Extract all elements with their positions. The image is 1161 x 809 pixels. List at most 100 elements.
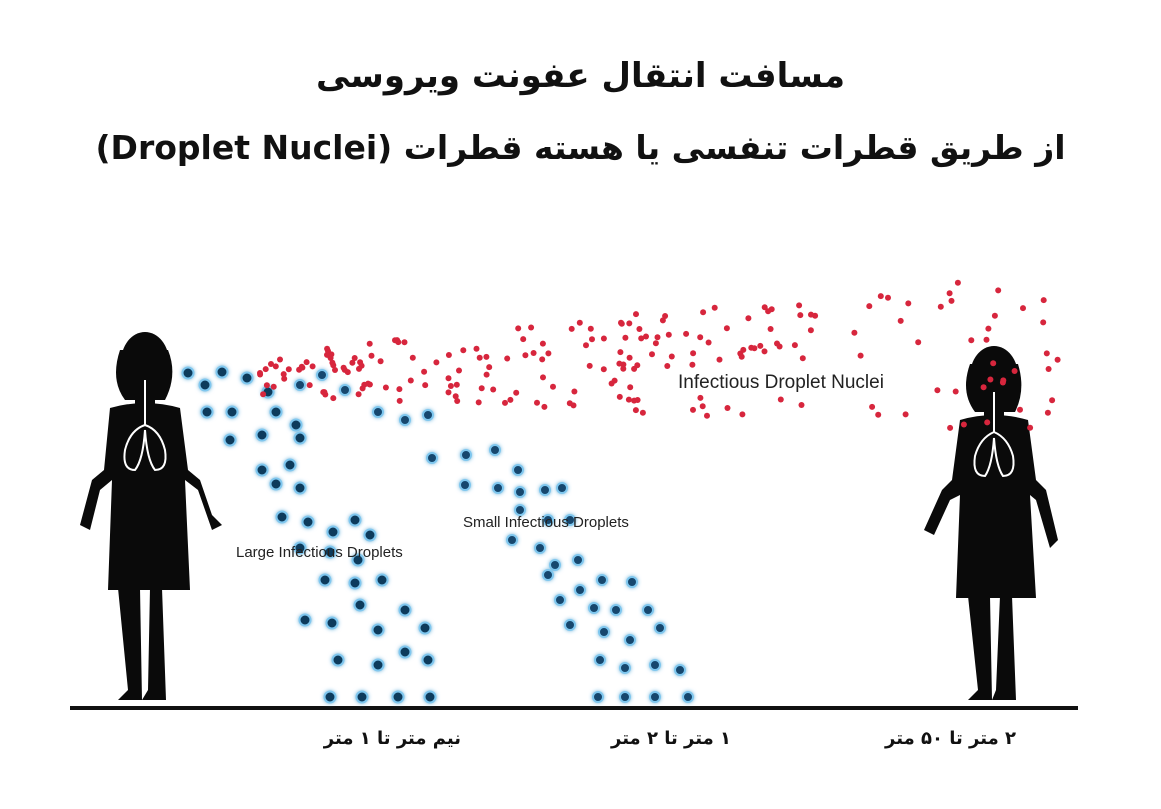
nucleus-dot	[699, 403, 706, 410]
nucleus-dot	[618, 320, 625, 327]
nucleus-dot	[328, 351, 335, 358]
nucleus-dot	[507, 396, 514, 403]
nucleus-dot	[649, 351, 655, 358]
nucleus-dot	[285, 366, 292, 373]
nucleus-dot	[659, 317, 666, 324]
small-droplet	[594, 654, 606, 666]
nucleus-dot	[409, 354, 416, 361]
large-droplet	[323, 690, 337, 704]
small-droplet	[372, 406, 384, 418]
nucleus-dot	[812, 312, 819, 319]
nucleus-dot	[724, 405, 731, 411]
small-droplet	[564, 514, 576, 526]
small-droplet	[619, 662, 631, 674]
nucleus-dot	[643, 333, 649, 340]
nucleus-dot	[475, 399, 482, 406]
nucleus-dot	[365, 380, 372, 387]
small-droplet	[514, 504, 526, 516]
nucleus-dot	[632, 407, 639, 414]
large-droplet	[323, 545, 337, 559]
large-droplet	[289, 418, 303, 432]
nucleus-dot	[937, 303, 944, 310]
large-droplet	[240, 371, 254, 385]
large-droplet	[293, 481, 307, 495]
nucleus-dot	[349, 359, 356, 366]
small-droplet	[506, 534, 518, 546]
nucleus-dot	[616, 393, 623, 400]
nucleus-dot	[990, 360, 997, 367]
nucleus-dot	[600, 366, 607, 373]
small-droplet	[512, 464, 524, 476]
nucleus-dot	[309, 363, 316, 370]
nucleus-dot	[634, 397, 641, 403]
large-droplet	[269, 477, 283, 491]
nucleus-dot	[478, 385, 485, 392]
nucleus-dot	[877, 293, 884, 300]
nucleus-dot	[486, 364, 493, 371]
nucleus-dot	[987, 376, 994, 383]
nucleus-dot	[268, 361, 274, 367]
large-droplets-cluster	[181, 365, 437, 704]
nucleus-dot	[447, 383, 454, 389]
nucleus-dot	[946, 290, 953, 297]
nucleus-dot	[999, 379, 1006, 386]
small-droplet	[492, 482, 504, 494]
small-droplet	[588, 602, 600, 614]
droplet-nuclei-cloud	[257, 279, 1061, 431]
distance-near: نیم متر تا ۱ متر	[323, 728, 461, 749]
nucleus-dot	[539, 340, 546, 347]
source-respiratory-icon	[123, 380, 167, 472]
nucleus-dot	[476, 354, 483, 361]
large-droplet	[418, 621, 432, 635]
distance-far: ۲ متر تا ۵۰ متر	[885, 728, 1016, 749]
nucleus-dot	[576, 319, 583, 326]
nucleus-dot	[711, 304, 718, 311]
nucleus-dot	[875, 411, 882, 418]
large-droplet	[391, 690, 405, 704]
large-droplet	[371, 623, 385, 637]
nucleus-dot	[490, 386, 497, 393]
large-droplet	[255, 463, 269, 477]
nucleus-dot	[689, 361, 696, 368]
nucleus-dot	[777, 396, 784, 403]
nucleus-dot	[324, 351, 330, 358]
small-droplet	[549, 559, 561, 571]
small-droplet	[596, 574, 608, 586]
large-droplet	[198, 378, 212, 392]
small-droplet	[649, 691, 661, 703]
large-droplet	[421, 653, 435, 667]
nucleus-dot	[1040, 319, 1047, 326]
label-droplet-nuclei: Infectious Droplet Nuclei	[678, 372, 884, 393]
nucleus-dot	[528, 324, 535, 331]
nucleus-dot	[897, 317, 904, 324]
recipient-person-silhouette	[924, 346, 1058, 700]
recipient-respiratory-icon	[973, 392, 1015, 478]
nucleus-dot	[357, 359, 364, 366]
nucleus-dot	[683, 330, 690, 337]
nucleus-dot	[586, 362, 593, 369]
large-droplet	[215, 365, 229, 379]
small-droplet	[399, 414, 411, 426]
nucleus-dot	[625, 396, 632, 403]
small-droplet	[598, 626, 610, 638]
nucleus-dot	[776, 343, 783, 350]
nucleus-dot	[626, 354, 633, 361]
nucleus-dot	[483, 353, 490, 360]
large-droplet	[353, 598, 367, 612]
large-droplet	[275, 510, 289, 524]
nucleus-dot	[280, 371, 287, 378]
nucleus-dot	[767, 326, 774, 332]
nucleus-dot	[799, 355, 806, 362]
nucleus-dot	[355, 391, 362, 398]
nucleus-dot	[905, 300, 912, 307]
small-droplet	[610, 604, 622, 616]
nucleus-dot	[366, 340, 373, 347]
nucleus-dot	[636, 326, 643, 332]
nucleus-dot	[797, 312, 804, 319]
large-droplet	[351, 553, 365, 567]
nucleus-dot	[445, 352, 452, 358]
nucleus-dot	[433, 359, 440, 366]
nucleus-dot	[281, 375, 288, 382]
distance-mid: ۱ متر تا ۲ متر	[611, 728, 731, 749]
nucleus-dot	[540, 374, 546, 381]
